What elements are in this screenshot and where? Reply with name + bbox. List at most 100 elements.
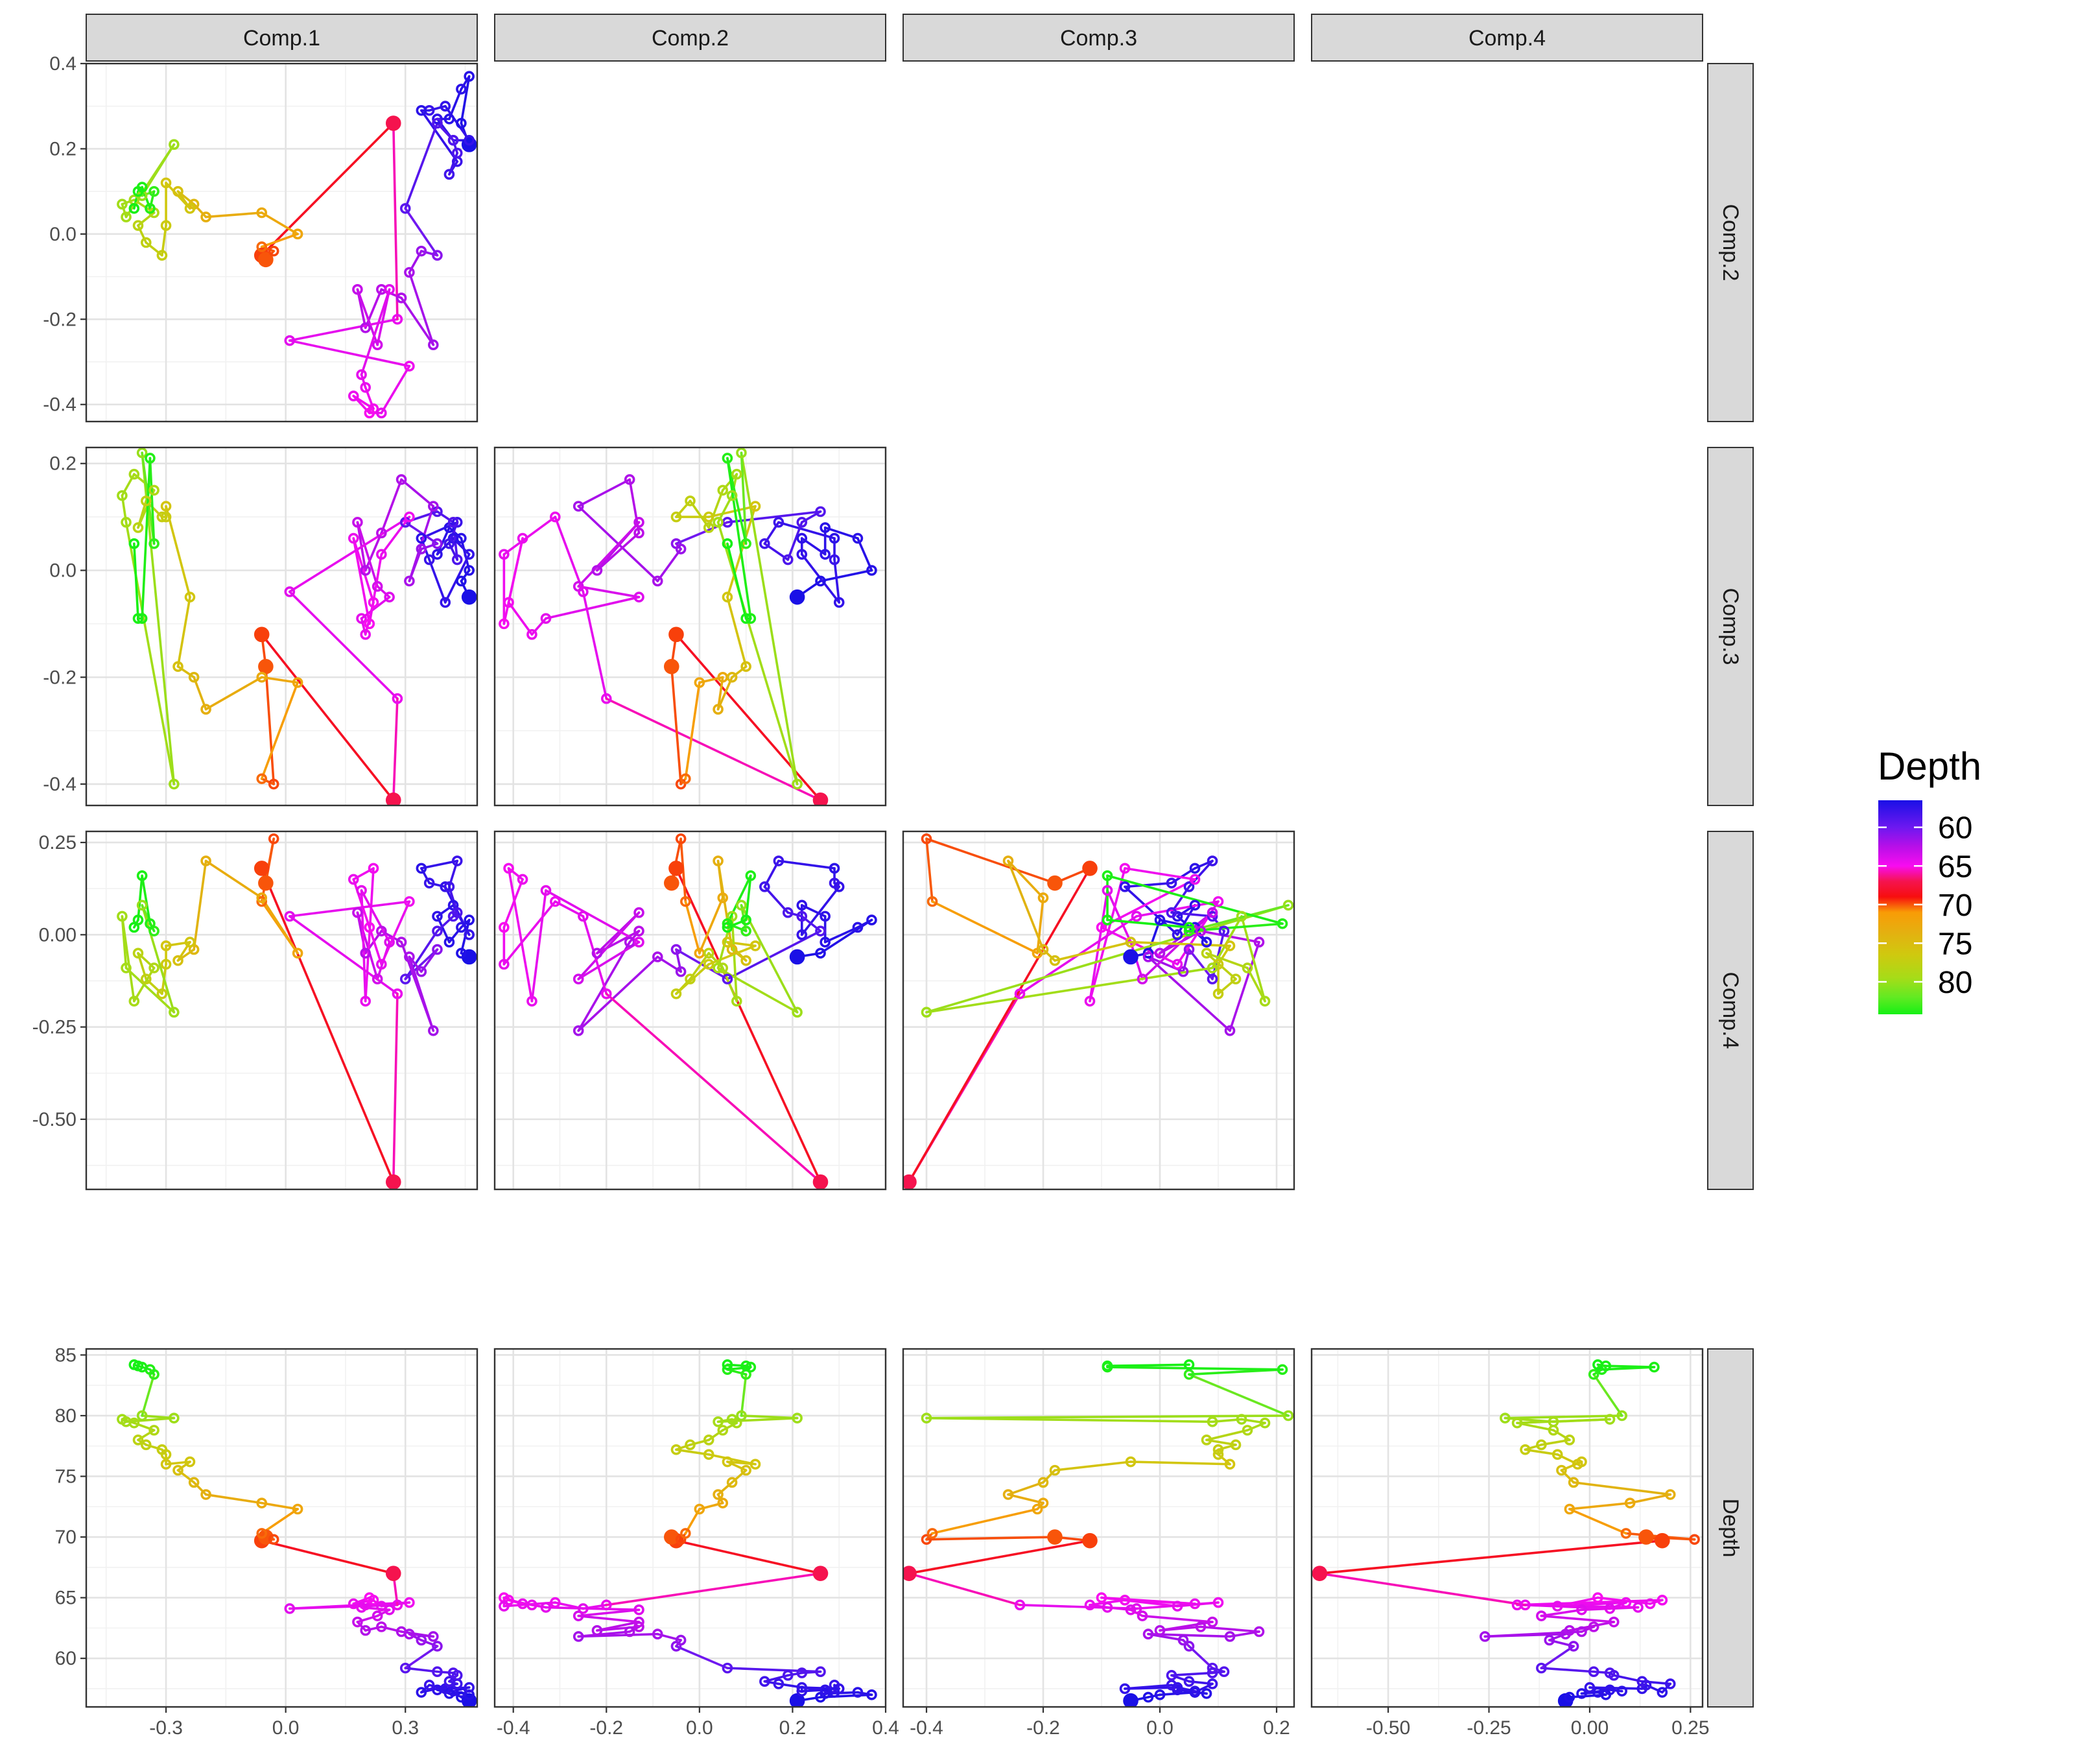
data-point <box>376 407 387 419</box>
data-point <box>1620 1528 1632 1539</box>
data-point-highlight <box>668 626 684 643</box>
data-point <box>782 907 794 918</box>
path-segment <box>260 633 395 802</box>
data-point <box>423 1680 435 1691</box>
data-point <box>572 1025 584 1036</box>
data-point <box>550 1597 561 1608</box>
data-point <box>447 134 459 146</box>
data-point <box>464 71 475 82</box>
panel-data <box>903 833 1294 1189</box>
data-point <box>740 1360 751 1372</box>
path-segment <box>460 918 471 929</box>
data-point <box>256 1528 268 1539</box>
data-point <box>132 947 144 959</box>
data-point <box>796 911 808 922</box>
path-segment <box>193 676 207 711</box>
data-point <box>1604 1414 1616 1425</box>
data-point <box>829 532 840 544</box>
data-point <box>395 936 407 948</box>
data-point <box>1536 1610 1547 1621</box>
path-segment <box>260 1539 395 1575</box>
data-point <box>432 549 443 560</box>
data-point <box>128 995 140 1007</box>
panel-data <box>117 447 477 805</box>
data-point <box>1189 874 1201 885</box>
path-segment <box>726 595 748 668</box>
data-point <box>572 1610 584 1621</box>
path-segment <box>1106 918 1190 929</box>
path-segment <box>1524 1604 1611 1610</box>
path-segment <box>507 867 524 881</box>
column-strip-comp-2: Comp.2 <box>494 14 886 62</box>
data-point <box>1212 896 1224 907</box>
data-point <box>156 988 168 999</box>
panel-comp-3-vs-comp-2 <box>493 446 887 807</box>
data-point-highlight <box>789 1693 805 1707</box>
data-point <box>268 778 279 790</box>
data-point <box>685 495 696 506</box>
data-point <box>740 1464 751 1476</box>
data-point <box>1480 1631 1491 1642</box>
data-point <box>1102 870 1113 881</box>
data-point <box>1142 951 1154 962</box>
data-point <box>148 538 159 549</box>
path-segment <box>460 75 471 125</box>
data-point <box>713 1416 724 1427</box>
path-segment <box>596 1621 641 1632</box>
data-point <box>1154 1625 1166 1636</box>
data-point <box>384 591 395 602</box>
data-point <box>866 565 877 576</box>
data-point <box>670 511 682 523</box>
x-tick-label: 0.4 <box>872 1717 899 1739</box>
data-point <box>292 1503 303 1515</box>
path-segment <box>1129 940 1231 947</box>
path-segment <box>1147 1693 1161 1698</box>
data-point <box>432 911 443 922</box>
data-point <box>1183 1359 1195 1370</box>
data-point <box>1568 1477 1579 1488</box>
data-point <box>722 918 733 929</box>
data-point <box>376 527 387 539</box>
data-point <box>121 962 132 973</box>
data-point <box>1119 1595 1131 1606</box>
path-segment <box>1540 1608 1583 1617</box>
data-point <box>1172 959 1183 970</box>
data-point <box>416 863 427 874</box>
data-point <box>428 1631 439 1642</box>
y-axis-comp-3: -0.4 -0.2 0.0 0.2 <box>43 453 86 795</box>
path-segment <box>380 516 411 556</box>
y-tick-label: 60 <box>55 1648 77 1669</box>
data-point <box>200 1489 211 1500</box>
path-segment <box>145 1444 163 1451</box>
data-point <box>1664 1489 1676 1500</box>
data-point <box>156 511 168 523</box>
data-point <box>773 1678 785 1689</box>
path-segment <box>1205 1429 1249 1442</box>
path-segment <box>698 896 724 955</box>
data-point <box>451 147 463 159</box>
data-point <box>148 185 159 197</box>
data-point <box>188 1477 200 1488</box>
data-point <box>376 1601 387 1612</box>
data-point <box>694 677 705 688</box>
panel-data <box>117 1359 477 1707</box>
path-segment <box>289 339 411 368</box>
path-segment <box>1246 966 1266 1003</box>
data-point <box>1142 947 1154 959</box>
path-segment <box>856 918 873 929</box>
path-segment <box>1240 915 1266 1003</box>
data-point-highlight <box>1123 1693 1138 1707</box>
path-segment <box>1592 1373 1623 1417</box>
data-point <box>443 881 455 892</box>
data-point-highlight <box>1123 949 1138 965</box>
data-point <box>591 1625 603 1636</box>
data-point <box>499 959 510 970</box>
y-tick-label: 0.00 <box>39 924 77 946</box>
path-segment <box>400 478 435 508</box>
data-point <box>1183 944 1195 955</box>
data-point <box>1049 955 1061 966</box>
data-point <box>392 693 403 704</box>
path-segment <box>777 521 836 540</box>
data-point <box>1604 1603 1616 1614</box>
data-point <box>499 922 510 933</box>
